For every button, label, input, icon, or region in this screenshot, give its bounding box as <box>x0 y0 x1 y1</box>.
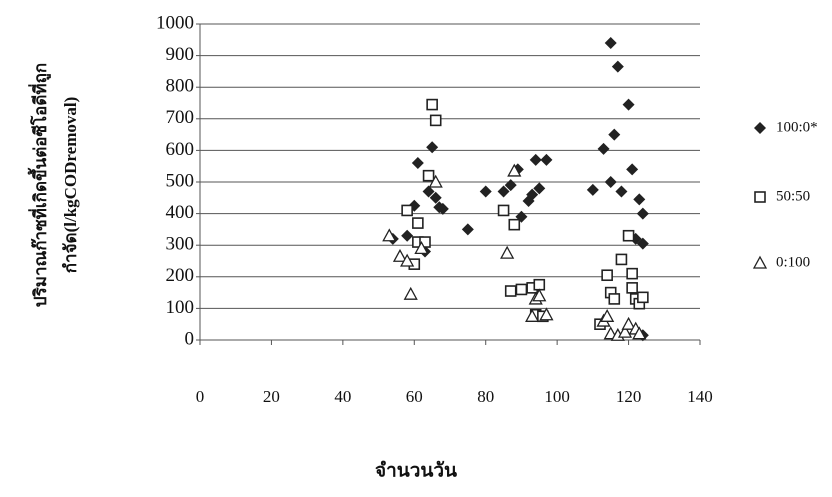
y-axis-label: ปริมาณก๊าซที่เกิดขึ้นต่อซีโอดีที่ถูก <box>27 63 52 307</box>
legend-label: 50:50 <box>776 188 810 204</box>
y-tick-label: 500 <box>166 170 195 191</box>
point <box>609 294 619 304</box>
point <box>623 99 635 111</box>
point <box>509 220 519 230</box>
x-tick-label: 140 <box>687 387 713 406</box>
legend-marker <box>754 257 766 268</box>
y-axis-label: กำจัด(l/kgCODremoval) <box>61 97 80 274</box>
x-tick-label: 120 <box>616 387 642 406</box>
point <box>426 141 438 153</box>
point <box>480 185 492 197</box>
point <box>530 154 542 166</box>
x-tick-label: 20 <box>263 387 280 406</box>
point <box>405 288 417 299</box>
y-tick-label: 600 <box>166 139 195 160</box>
y-tick-label: 700 <box>166 107 195 128</box>
point <box>598 143 610 155</box>
point <box>608 129 620 141</box>
point <box>401 230 413 242</box>
legend-marker <box>755 192 765 202</box>
x-axis-label: จำนวนวัน <box>375 460 457 481</box>
y-tick-label: 0 <box>185 328 195 349</box>
point <box>427 100 437 110</box>
point <box>516 284 526 294</box>
legend-marker <box>754 122 766 134</box>
point <box>615 185 627 197</box>
point <box>424 171 434 181</box>
y-tick-label: 100 <box>166 297 195 318</box>
point <box>612 61 624 73</box>
point <box>462 223 474 235</box>
point <box>627 269 637 279</box>
point <box>627 283 637 293</box>
x-tick-label: 80 <box>477 387 494 406</box>
point <box>540 154 552 166</box>
point <box>605 176 617 188</box>
point <box>506 286 516 296</box>
y-tick-label: 1000 <box>156 12 194 33</box>
point <box>499 205 509 215</box>
point <box>501 247 513 258</box>
y-tick-label: 200 <box>166 265 195 286</box>
point <box>616 254 626 264</box>
x-tick-label: 0 <box>196 387 205 406</box>
x-tick-label: 40 <box>334 387 351 406</box>
point <box>587 184 599 196</box>
point <box>626 163 638 175</box>
point <box>402 205 412 215</box>
point <box>605 37 617 49</box>
x-tick-label: 100 <box>544 387 570 406</box>
y-tick-label: 400 <box>166 202 195 223</box>
point <box>633 193 645 205</box>
x-tick-label: 60 <box>406 387 423 406</box>
point <box>638 292 648 302</box>
point <box>602 270 612 280</box>
legend-label: 0:100 <box>776 254 810 270</box>
point <box>624 231 634 241</box>
chart: จำนวนวัน ปริมาณก๊าซที่เกิดขึ้นต่อซีโอดีท… <box>0 0 832 492</box>
point <box>413 218 423 228</box>
point <box>412 157 424 169</box>
point <box>637 208 649 220</box>
point <box>534 280 544 290</box>
y-tick-label: 900 <box>166 44 195 65</box>
legend-label: 100:0* <box>776 119 818 135</box>
y-tick-label: 800 <box>166 76 195 97</box>
point <box>431 115 441 125</box>
y-tick-label: 300 <box>166 234 195 255</box>
